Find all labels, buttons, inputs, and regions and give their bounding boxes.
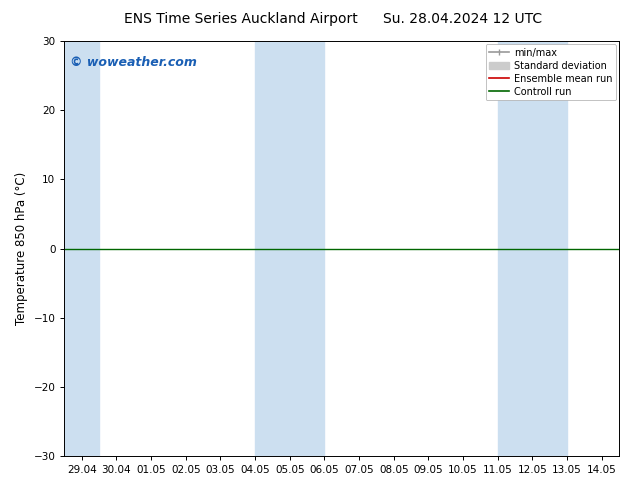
Bar [498, 41, 567, 456]
Y-axis label: Temperature 850 hPa (°C): Temperature 850 hPa (°C) [15, 172, 28, 325]
Text: Su. 28.04.2024 12 UTC: Su. 28.04.2024 12 UTC [384, 12, 542, 26]
Legend: min/max, Standard deviation, Ensemble mean run, Controll run: min/max, Standard deviation, Ensemble me… [486, 44, 616, 100]
Text: ENS Time Series Auckland Airport: ENS Time Series Auckland Airport [124, 12, 358, 26]
Bar [65, 41, 99, 456]
Text: © woweather.com: © woweather.com [70, 55, 197, 69]
Bar [255, 41, 325, 456]
